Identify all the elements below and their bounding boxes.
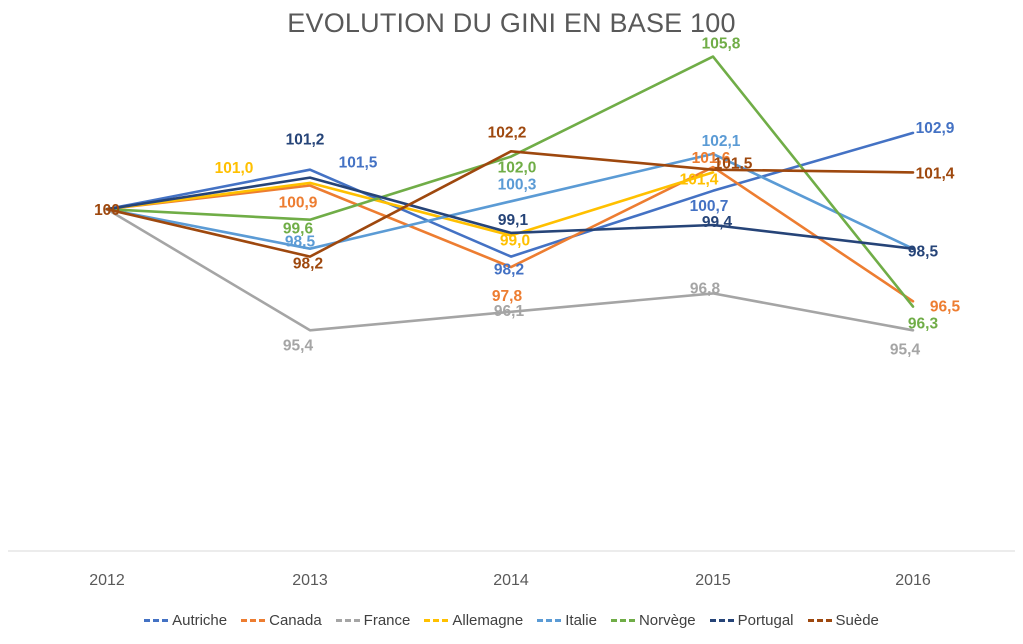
data-label: 102,1: [702, 133, 741, 150]
series-line-3: [105, 171, 715, 237]
chart-legend: Autriche Canada France Allemagne Italie Norvè…: [0, 612, 1023, 629]
data-label: 102,9: [916, 120, 955, 137]
data-label: 101,5: [714, 156, 753, 173]
data-label: 96,5: [930, 298, 961, 315]
legend-item: Suède: [807, 612, 879, 629]
legend-swatch: [610, 619, 635, 622]
data-label: 96,1: [494, 303, 525, 320]
series-line-1: [105, 165, 915, 303]
legend-label: Suède: [835, 612, 879, 629]
data-label: 100,7: [690, 198, 729, 215]
data-label: 101,0: [215, 160, 254, 177]
legend-swatch: [241, 619, 266, 622]
x-tick-label: 2012: [89, 572, 125, 589]
x-tick-label: 2016: [895, 572, 931, 589]
data-label: 99,6: [283, 221, 314, 238]
legend-label: Canada: [269, 612, 322, 629]
series-line-6: [105, 176, 915, 250]
legend-swatch: [424, 619, 449, 622]
data-label: 98,2: [494, 262, 524, 279]
legend-swatch: [144, 619, 169, 622]
data-label: 98,2: [293, 256, 323, 273]
data-label: 97,8: [492, 288, 523, 305]
legend-item: Autriche: [144, 612, 227, 629]
data-label: 96,8: [690, 280, 721, 297]
data-label: 98,5: [285, 234, 316, 251]
x-tick-label: 2013: [292, 572, 328, 589]
legend-label: Norvège: [638, 612, 696, 629]
data-label: 101,5: [339, 155, 378, 172]
legend-label: Autriche: [172, 612, 228, 629]
legend-label: Italie: [565, 612, 597, 629]
legend-item: Italie: [537, 612, 597, 629]
data-label: 99,1: [498, 212, 529, 229]
x-tick-label: 2015: [695, 572, 731, 589]
data-label: 101,4: [680, 171, 719, 188]
data-label: 102,0: [498, 160, 537, 177]
data-label: 100: [94, 202, 120, 219]
data-label: 105,8: [702, 36, 741, 53]
legend-swatch: [709, 619, 734, 622]
data-label: 101,2: [286, 132, 325, 149]
data-label: 100,3: [498, 176, 537, 193]
data-label: 98,5: [908, 244, 939, 261]
data-label: 96,3: [908, 316, 939, 333]
legend-label: France: [363, 612, 411, 629]
data-label: 100,9: [279, 195, 318, 212]
legend-swatch: [537, 619, 562, 622]
data-label: 99,4: [702, 214, 733, 231]
legend-item: Allemagne: [424, 612, 523, 629]
legend-item: Canada: [241, 612, 322, 629]
series-line-4: [105, 152, 915, 250]
legend-swatch: [807, 619, 832, 622]
legend-label: Allemagne: [452, 612, 524, 629]
legend-item: Norvège: [610, 612, 696, 629]
data-label: 95,4: [890, 341, 921, 358]
legend-label: Portugal: [737, 612, 794, 629]
series-line-2: [105, 207, 915, 332]
series-line-7: [105, 150, 915, 258]
data-label: 99,0: [500, 233, 530, 250]
legend-swatch: [335, 619, 360, 622]
data-label: 102,2: [488, 124, 527, 141]
series-line-5: [105, 55, 915, 308]
chart-title: EVOLUTION DU GINI EN BASE 100: [287, 8, 736, 38]
data-label: 95,4: [283, 337, 314, 354]
legend-item: France: [335, 612, 411, 629]
line-chart: 2012 2013 2014 2015 2016 101,5 98,2 100,7 102,9 1…: [8, 36, 1015, 589]
data-label: 101,4: [916, 165, 955, 182]
legend-item: Portugal: [709, 612, 794, 629]
data-label: 101,6: [692, 150, 731, 167]
x-tick-label: 2014: [493, 572, 529, 589]
